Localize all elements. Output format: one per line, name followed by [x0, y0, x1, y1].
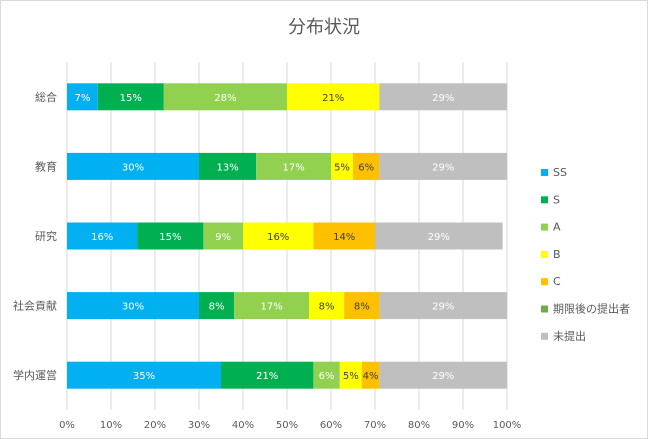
- data-label: 21%: [256, 371, 278, 382]
- x-tick-label: 10%: [100, 420, 122, 431]
- bar-segment: [313, 361, 340, 389]
- data-label: 29%: [428, 232, 450, 243]
- data-label: 30%: [122, 162, 144, 173]
- bar-segment: [309, 292, 345, 320]
- data-label: 17%: [260, 302, 282, 313]
- data-label: 5%: [343, 371, 359, 382]
- legend-swatch: [541, 169, 548, 176]
- legend-entry: A: [553, 221, 561, 234]
- x-tick-label: 60%: [320, 420, 342, 431]
- legend-swatch: [541, 332, 548, 340]
- bar-segment: [199, 292, 235, 320]
- x-tick-label: 50%: [276, 420, 298, 431]
- data-label: 29%: [432, 371, 454, 382]
- bar-segment: [361, 361, 380, 389]
- legend-swatch: [541, 223, 548, 231]
- data-label: 15%: [159, 232, 181, 243]
- chart-title: 分布状況: [288, 17, 360, 38]
- bar-segment: [234, 292, 309, 320]
- bar-segment: [379, 152, 507, 180]
- legend-swatch: [541, 305, 548, 313]
- bar-segment: [313, 222, 375, 250]
- x-tick-label: 20%: [144, 420, 166, 431]
- legend-entry: B: [553, 248, 561, 261]
- bar-segment: [163, 83, 287, 111]
- data-label: 13%: [216, 162, 238, 173]
- bar-segment: [137, 222, 204, 250]
- bar-segment: [379, 292, 507, 320]
- bar-segment: [67, 152, 199, 180]
- bar-segment: [339, 361, 362, 389]
- data-label: 6%: [358, 162, 374, 173]
- data-label: 16%: [267, 232, 289, 243]
- bar-segment: [243, 222, 314, 250]
- data-label: 6%: [319, 371, 335, 382]
- data-label: 9%: [215, 232, 231, 243]
- legend-swatch: [541, 196, 548, 204]
- legend-entry: C: [553, 275, 561, 288]
- bar-segment: [67, 361, 221, 389]
- data-label: 8%: [354, 302, 370, 313]
- x-tick-label: 80%: [408, 420, 430, 431]
- data-label: 16%: [91, 232, 113, 243]
- x-tick-label: 90%: [452, 420, 474, 431]
- category-label: 教育: [35, 159, 57, 173]
- bar-segment: [199, 152, 257, 180]
- category-label: 研究: [35, 229, 57, 243]
- x-tick-label: 40%: [232, 420, 254, 431]
- data-label: 7%: [74, 93, 90, 104]
- bar-segment: [67, 83, 98, 111]
- bar-segment: [97, 83, 164, 111]
- category-label: 社会貢献: [13, 299, 57, 313]
- category-label: 総合: [35, 90, 57, 104]
- bar-segment: [287, 83, 380, 111]
- data-label: 21%: [322, 93, 344, 104]
- bar-segment: [331, 152, 353, 180]
- data-label: 14%: [333, 232, 355, 243]
- data-label: 28%: [214, 93, 236, 104]
- bar-segment: [221, 361, 314, 389]
- data-label: 29%: [432, 93, 454, 104]
- legend-entry: 未提出: [553, 329, 586, 343]
- data-label: 8%: [319, 302, 335, 313]
- data-label: 15%: [120, 93, 142, 104]
- bar-segment: [67, 292, 199, 320]
- bar-segment: [379, 83, 507, 111]
- data-label: 8%: [209, 302, 225, 313]
- category-label: 学内運営: [13, 368, 57, 382]
- bar-segment: [379, 361, 507, 389]
- data-label: 35%: [133, 371, 155, 382]
- bar-segment: [353, 152, 380, 180]
- bar-segment: [203, 222, 243, 250]
- data-label: 29%: [432, 162, 454, 173]
- legend-entry: S: [553, 193, 560, 206]
- data-label: 30%: [122, 302, 144, 313]
- data-label: 4%: [363, 371, 379, 382]
- bar-segment: [375, 222, 503, 250]
- x-tick-label: 100%: [493, 420, 522, 431]
- x-tick-label: 70%: [364, 420, 386, 431]
- legend-entry: 期限後の提出者: [553, 302, 630, 316]
- x-tick-label: 30%: [188, 420, 210, 431]
- x-tick-label: 0%: [59, 420, 75, 431]
- data-label: 17%: [282, 162, 304, 173]
- data-label: 5%: [334, 162, 350, 173]
- legend-swatch: [541, 278, 548, 286]
- bar-segment: [67, 222, 138, 250]
- data-label: 29%: [432, 302, 454, 313]
- legend-entry: SS: [553, 166, 567, 179]
- legend-swatch: [541, 250, 548, 258]
- bar-segment: [256, 152, 331, 180]
- bar-segment: [344, 292, 380, 320]
